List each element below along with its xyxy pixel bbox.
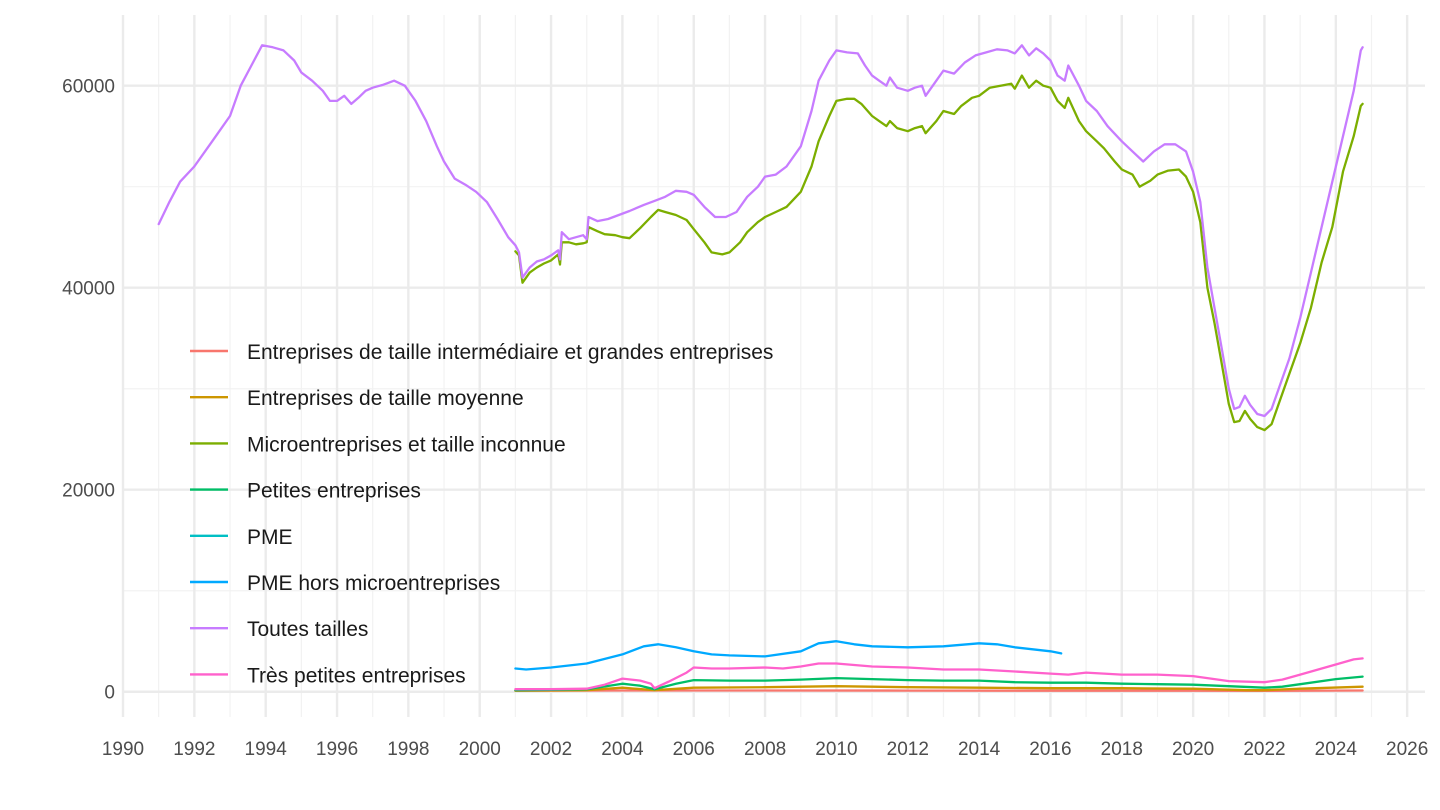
legend-item: Entreprises de taille moyenne bbox=[190, 387, 524, 410]
x-tick-label: 1990 bbox=[102, 739, 144, 760]
x-tick-label: 1998 bbox=[387, 739, 429, 760]
legend-label: Entreprises de taille intermédiaire et g… bbox=[247, 341, 773, 364]
x-tick-label: 2016 bbox=[1029, 739, 1071, 760]
legend-item: PME bbox=[190, 526, 293, 549]
series-line-5 bbox=[514, 640, 1063, 671]
x-tick-label: 1996 bbox=[316, 739, 358, 760]
x-tick-label: 2024 bbox=[1315, 739, 1358, 760]
y-tick-label: 60000 bbox=[62, 77, 115, 98]
series-line-7 bbox=[514, 657, 1364, 691]
legend-item: Petites entreprises bbox=[190, 480, 421, 503]
x-tick-label: 2000 bbox=[459, 739, 501, 760]
x-tick-label: 2008 bbox=[744, 739, 786, 760]
x-tick-label: 2018 bbox=[1101, 739, 1143, 760]
legend-label: PME bbox=[247, 526, 293, 549]
y-axis: 0 20000 40000 60000 bbox=[62, 77, 115, 704]
series-line-6 bbox=[157, 44, 1364, 418]
x-tick-label: 2004 bbox=[601, 739, 644, 760]
legend-label: PME hors microentreprises bbox=[247, 572, 500, 595]
x-tick-label: 2022 bbox=[1243, 739, 1285, 760]
x-tick-label: 1992 bbox=[173, 739, 215, 760]
y-tick-label: 40000 bbox=[62, 279, 115, 300]
legend-item: PME hors microentreprises bbox=[190, 572, 500, 595]
legend-item: Microentreprises et taille inconnue bbox=[190, 433, 566, 456]
x-tick-label: 2006 bbox=[673, 739, 715, 760]
series-line-1 bbox=[514, 685, 1364, 692]
legend: Entreprises de taille intermédiaire et g… bbox=[190, 341, 773, 687]
x-tick-label: 1994 bbox=[245, 739, 288, 760]
legend-label: Très petites entreprises bbox=[247, 664, 466, 687]
x-axis: 1990 1992 1994 1996 1998 2000 2002 2004 2006 2008… bbox=[102, 739, 1428, 760]
legend-item: Toutes tailles bbox=[190, 618, 368, 641]
series-line-3 bbox=[514, 675, 1364, 692]
y-tick-label: 20000 bbox=[62, 481, 115, 502]
x-tick-label: 2020 bbox=[1172, 739, 1214, 760]
legend-item: Très petites entreprises bbox=[190, 664, 466, 687]
x-tick-label: 2012 bbox=[887, 739, 929, 760]
x-tick-label: 2010 bbox=[815, 739, 857, 760]
legend-label: Microentreprises et taille inconnue bbox=[247, 433, 566, 456]
legend-label: Entreprises de taille moyenne bbox=[247, 387, 524, 410]
legend-label: Petites entreprises bbox=[247, 480, 421, 503]
x-tick-label: 2002 bbox=[530, 739, 572, 760]
series-layer bbox=[157, 44, 1364, 693]
x-tick-label: 2026 bbox=[1386, 739, 1428, 760]
y-tick-label: 0 bbox=[104, 683, 115, 704]
legend-item: Entreprises de taille intermédiaire et g… bbox=[190, 341, 773, 364]
grid-minor bbox=[123, 15, 1425, 717]
legend-label: Toutes tailles bbox=[247, 618, 368, 641]
grid-major bbox=[121, 15, 1425, 717]
series-line-2 bbox=[514, 74, 1364, 432]
x-tick-label: 2014 bbox=[958, 739, 1001, 760]
